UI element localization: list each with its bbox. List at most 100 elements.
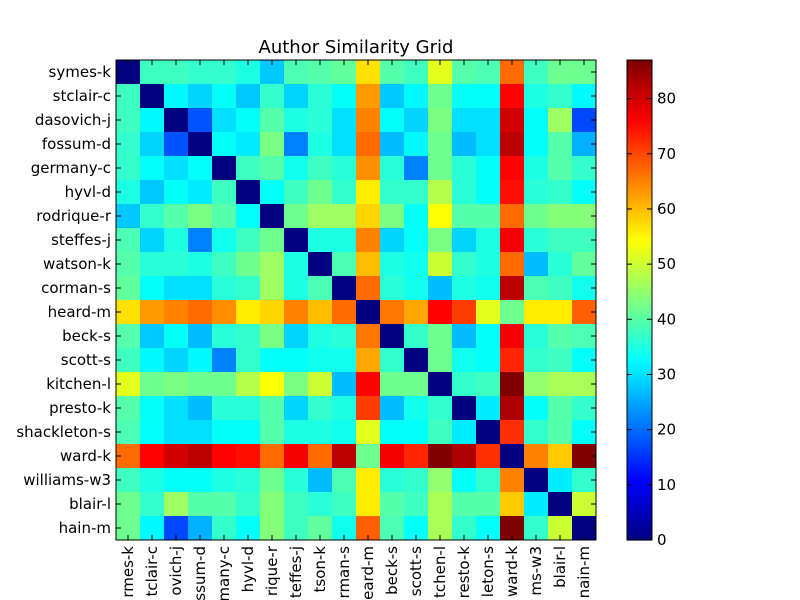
colorbar-segment	[627, 72, 652, 77]
heatmap-cell	[356, 252, 381, 277]
heatmap-cell	[140, 180, 165, 205]
colorbar-segment	[627, 156, 652, 161]
heatmap-cell	[500, 324, 525, 349]
colorbar-segment	[627, 212, 652, 217]
heatmap-cell	[452, 468, 477, 493]
heatmap-cell	[428, 228, 453, 253]
heatmap-cell	[332, 228, 357, 253]
heatmap-cell	[284, 132, 309, 157]
colorbar-segment	[627, 468, 652, 473]
heatmap-cell	[236, 276, 261, 301]
heatmap-cell	[236, 252, 261, 277]
colorbar-segment	[627, 140, 652, 145]
x-tick-label: rman-s	[335, 546, 353, 599]
heatmap-cell	[404, 468, 429, 493]
y-tick-label: heard-m	[48, 303, 111, 321]
heatmap-cell	[284, 180, 309, 205]
heatmap-cell	[140, 324, 165, 349]
colorbar-segment	[627, 244, 652, 249]
colorbar-segment	[627, 220, 652, 225]
heatmap-cell	[380, 108, 405, 133]
heatmap-cell	[308, 84, 333, 109]
heatmap-cell	[308, 372, 333, 397]
heatmap-cell	[356, 468, 381, 493]
heatmap-cell	[356, 108, 381, 133]
heatmap-cell	[356, 444, 381, 469]
heatmap-cell	[164, 204, 189, 229]
heatmap-cell	[524, 132, 549, 157]
heatmap-cell	[500, 444, 525, 469]
heatmap-cell	[308, 204, 333, 229]
heatmap-cell	[548, 132, 573, 157]
heatmap-cell	[212, 468, 237, 493]
colorbar-segment	[627, 68, 652, 73]
heatmap-cell	[404, 204, 429, 229]
y-tick-label: rodrique-r	[36, 207, 112, 225]
colorbar-segment	[627, 268, 652, 273]
heatmap-cell	[428, 372, 453, 397]
heatmap-cell	[428, 300, 453, 325]
heatmap-cell	[164, 300, 189, 325]
heatmap-cell	[260, 396, 285, 421]
heatmap-cell	[428, 348, 453, 373]
colorbar-segment	[627, 332, 652, 337]
colorbar-segment	[627, 256, 652, 261]
heatmap-cell	[452, 492, 477, 517]
heatmap-cell	[332, 396, 357, 421]
heatmap-cell	[476, 420, 501, 445]
heatmap-cell	[308, 396, 333, 421]
heatmap-cell	[212, 372, 237, 397]
heatmap-cell	[500, 156, 525, 181]
heatmap-cell	[356, 492, 381, 517]
heatmap-cell	[404, 276, 429, 301]
heatmap-cell	[260, 348, 285, 373]
heatmap-cell	[212, 108, 237, 133]
x-tick-label: ovich-j	[167, 546, 185, 596]
colorbar-segment	[627, 360, 652, 365]
heatmap-cell	[308, 252, 333, 277]
heatmap-cell	[140, 444, 165, 469]
heatmap-cell	[500, 228, 525, 253]
x-tick-label: beck-s	[383, 546, 401, 595]
heatmap-cell	[500, 108, 525, 133]
colorbar-segment	[627, 232, 652, 237]
heatmap-cell	[452, 324, 477, 349]
heatmap-cell	[212, 300, 237, 325]
colorbar-segment	[627, 176, 652, 181]
heatmap-cell	[356, 180, 381, 205]
y-tick-label: corman-s	[41, 279, 111, 297]
heatmap-cell	[212, 276, 237, 301]
heatmap-cell	[164, 420, 189, 445]
colorbar-segment	[627, 308, 652, 313]
heatmap-cell	[260, 444, 285, 469]
heatmap-cell	[308, 180, 333, 205]
heatmap-cell	[284, 84, 309, 109]
heatmap-cell	[548, 252, 573, 277]
heatmap-cell	[212, 180, 237, 205]
colorbar-segment	[627, 204, 652, 209]
colorbar-segment	[627, 100, 652, 105]
heatmap-cell	[476, 228, 501, 253]
heatmap-cell	[524, 276, 549, 301]
heatmap-cell	[524, 468, 549, 493]
colorbar-segment	[627, 132, 652, 137]
heatmap-cell	[380, 204, 405, 229]
heatmap-cell	[284, 492, 309, 517]
heatmap-cell	[404, 444, 429, 469]
colorbar-segment	[627, 144, 652, 149]
colorbar-segment	[627, 296, 652, 301]
heatmap-cell	[332, 252, 357, 277]
heatmap-cell	[524, 492, 549, 517]
heatmap-cell	[188, 132, 213, 157]
colorbar-segment	[627, 328, 652, 333]
heatmap-cell	[308, 228, 333, 253]
heatmap-cell	[188, 396, 213, 421]
heatmap-cell	[332, 204, 357, 229]
heatmap-cell	[260, 420, 285, 445]
heatmap-cell	[380, 84, 405, 109]
heatmap-cell	[452, 276, 477, 301]
heatmap-cell	[164, 108, 189, 133]
colorbar-segment	[627, 416, 652, 421]
colorbar-segment	[627, 404, 652, 409]
heatmap-cell	[188, 324, 213, 349]
